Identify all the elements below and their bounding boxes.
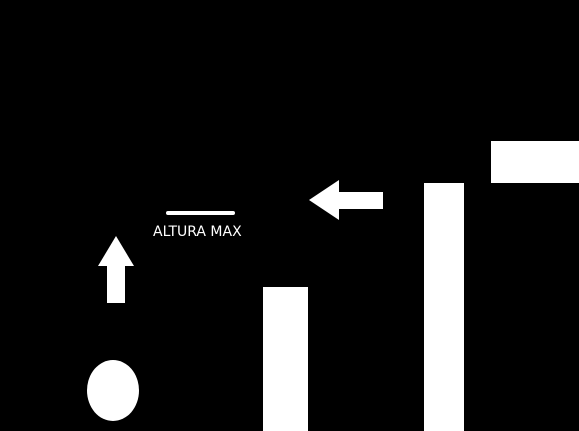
pillar-obstacle — [424, 183, 464, 431]
up-arrow-icon[interactable] — [97, 236, 135, 304]
player-ball — [87, 360, 139, 421]
max-height-line — [166, 211, 235, 215]
left-arrow-icon[interactable] — [309, 180, 384, 220]
floating-platform — [491, 141, 579, 183]
pillar-obstacle — [263, 287, 308, 431]
max-height-label: ALTURA MAX — [153, 222, 263, 242]
